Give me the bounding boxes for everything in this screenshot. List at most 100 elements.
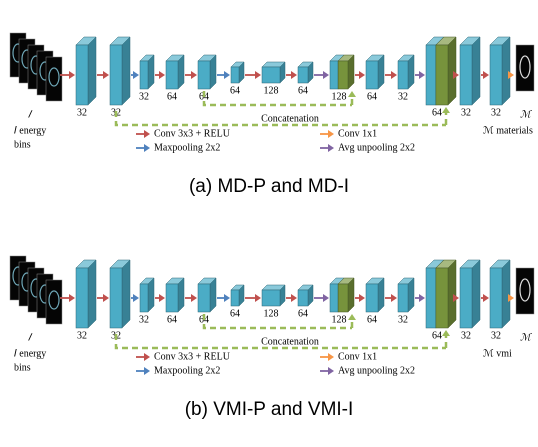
block-front [198, 61, 210, 89]
output-image [516, 268, 534, 314]
channel-label: 64 [230, 308, 240, 319]
block-front [298, 67, 308, 83]
block-side [472, 260, 480, 328]
flow-arrow-head [224, 294, 230, 302]
legend-arrow-head [144, 144, 150, 152]
block-front [490, 268, 502, 328]
output-symbol: ℳ [520, 332, 532, 343]
concatenation-label: Concatenation [261, 113, 319, 124]
block-side [210, 55, 216, 89]
channel-label: 32 [461, 330, 471, 341]
block-side [178, 55, 184, 89]
block-front [460, 45, 472, 105]
flow-arrow-head [191, 294, 197, 302]
block-side [408, 278, 414, 312]
legend-arrow-head [328, 367, 334, 375]
legend-label: Maxpooling 2x2 [154, 142, 220, 153]
channel-label: 32 [461, 107, 471, 118]
skip-connection-head [348, 91, 356, 97]
figure: 𝐼𝐼 energybins323232646464128641286432643… [0, 0, 538, 447]
legend-label: Conv 1x1 [338, 351, 377, 362]
channel-label: 32 [491, 107, 501, 118]
channel-label: 32 [77, 107, 87, 118]
block-side [210, 278, 216, 312]
block-front [262, 290, 280, 306]
channel-label: 128 [332, 314, 347, 325]
input-image [46, 57, 62, 101]
flow-arrow-head [255, 71, 261, 79]
block-side [88, 37, 96, 105]
block-front [231, 67, 239, 83]
skip-connection-head [442, 107, 450, 113]
legend-arrow-head [144, 130, 150, 138]
flow-arrow-head [323, 71, 329, 79]
channel-label: 128 [332, 91, 347, 102]
legend-label: Conv 3x3 + RELU [154, 351, 231, 362]
block-front [76, 268, 88, 328]
flow-arrow-head [69, 294, 75, 302]
legend-label: Avg unpooling 2x2 [338, 365, 415, 376]
flow-arrow-head [508, 294, 514, 302]
block-front [231, 290, 239, 306]
channel-label: 64 [432, 330, 442, 341]
block-side [122, 37, 130, 105]
channel-label: 64 [298, 308, 308, 319]
block-front [198, 284, 210, 312]
block-side [378, 55, 384, 89]
legend-arrow-head [328, 353, 334, 361]
block-side [378, 278, 384, 312]
output-caption: ℳ vmi [483, 348, 512, 359]
block-front [436, 45, 448, 105]
flow-arrow-head [508, 71, 514, 79]
flow-arrow-head [391, 71, 397, 79]
block-front [460, 268, 472, 328]
block-front [436, 268, 448, 328]
flow-arrow-head [419, 71, 425, 79]
flow-arrow-head [483, 71, 489, 79]
legend-arrow-head [144, 367, 150, 375]
block-side [178, 278, 184, 312]
block-front [398, 284, 408, 312]
block-side [348, 55, 354, 89]
block-front [338, 61, 348, 89]
flow-arrow-head [133, 71, 139, 79]
block-side [502, 37, 510, 105]
concatenation-label: Concatenation [261, 336, 319, 347]
flow-arrow-head [359, 71, 365, 79]
flow-arrow-head [224, 71, 230, 79]
block-side [448, 260, 456, 328]
legend-label: Maxpooling 2x2 [154, 365, 220, 376]
channel-label: 32 [398, 91, 408, 102]
legend-label: Avg unpooling 2x2 [338, 142, 415, 153]
flow-arrow-head [133, 294, 139, 302]
block-side [348, 278, 354, 312]
flow-arrow-head [391, 294, 397, 302]
block-front [166, 284, 178, 312]
channel-label: 64 [167, 314, 177, 325]
block-front [490, 45, 502, 105]
skip-connection-head [348, 314, 356, 320]
flow-arrow-head [323, 294, 329, 302]
block-front [426, 268, 436, 328]
flow-arrow-head [419, 294, 425, 302]
legend-arrow-head [144, 353, 150, 361]
block-side [148, 278, 154, 312]
flow-arrow-head [483, 294, 489, 302]
block-side [148, 55, 154, 89]
input-caption: bins [14, 139, 31, 150]
skip-connection-head [442, 330, 450, 336]
input-symbol: 𝐼 [28, 332, 33, 343]
block-side [502, 260, 510, 328]
legend-arrow-head [328, 130, 334, 138]
input-caption: 𝐼 energy [14, 125, 46, 136]
legend-label: Conv 1x1 [338, 128, 377, 139]
block-front [338, 284, 348, 312]
block-front [330, 284, 338, 312]
block-front [140, 61, 148, 89]
block-side [408, 55, 414, 89]
legend-label: Conv 3x3 + RELU [154, 128, 231, 139]
block-front [298, 290, 308, 306]
input-symbol: 𝐼 [28, 109, 33, 120]
block-front [426, 45, 436, 105]
caption: (b) VMI-P and VMI-I [185, 399, 354, 420]
